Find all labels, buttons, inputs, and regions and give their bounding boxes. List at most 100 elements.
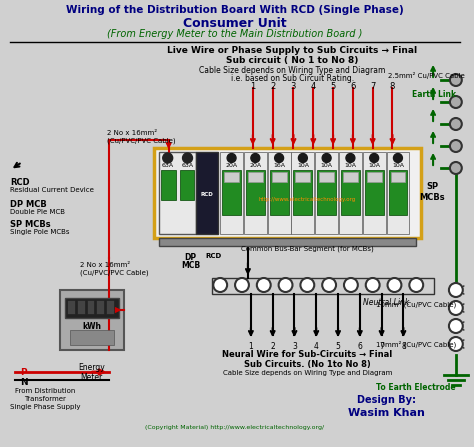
Circle shape bbox=[322, 278, 336, 292]
Circle shape bbox=[450, 96, 462, 108]
Circle shape bbox=[449, 319, 463, 333]
Bar bbox=[224, 172, 239, 182]
Text: 8: 8 bbox=[390, 82, 395, 91]
Text: Consumer Unit: Consumer Unit bbox=[183, 17, 287, 30]
Circle shape bbox=[257, 278, 271, 292]
Circle shape bbox=[450, 162, 462, 174]
Text: 7: 7 bbox=[379, 342, 384, 351]
Bar bbox=[389, 170, 407, 215]
Bar bbox=[315, 152, 338, 234]
Text: 6: 6 bbox=[350, 82, 356, 91]
Circle shape bbox=[346, 153, 355, 163]
Circle shape bbox=[163, 153, 173, 163]
Circle shape bbox=[322, 153, 331, 163]
Text: 10A: 10A bbox=[345, 163, 356, 168]
Text: kWh: kWh bbox=[82, 322, 101, 331]
Bar bbox=[60, 290, 124, 350]
Text: 63A: 63A bbox=[182, 163, 193, 168]
Text: 16A: 16A bbox=[273, 163, 285, 168]
Text: 10A: 10A bbox=[392, 163, 404, 168]
Bar bbox=[65, 298, 119, 318]
Bar bbox=[339, 152, 362, 234]
Circle shape bbox=[410, 278, 423, 292]
Text: 10mm² (Cu/PVC Cable): 10mm² (Cu/PVC Cable) bbox=[375, 340, 456, 347]
Text: (Cu/PVC/PVC Cable): (Cu/PVC/PVC Cable) bbox=[107, 138, 176, 144]
Circle shape bbox=[301, 278, 314, 292]
Bar bbox=[96, 300, 104, 314]
Circle shape bbox=[274, 153, 283, 163]
Bar bbox=[154, 148, 421, 238]
Text: (From Energy Meter to the Main Distribution Board ): (From Energy Meter to the Main Distribut… bbox=[108, 29, 363, 39]
Text: Cable Size depends on Wiring Type and Diagram: Cable Size depends on Wiring Type and Di… bbox=[223, 370, 392, 376]
Circle shape bbox=[344, 278, 358, 292]
Circle shape bbox=[251, 153, 260, 163]
Bar bbox=[341, 170, 360, 215]
Text: Neural Wire for Sub-Circuits → Final: Neural Wire for Sub-Circuits → Final bbox=[222, 350, 392, 359]
Text: 6: 6 bbox=[357, 342, 362, 351]
Text: Energy
Meter: Energy Meter bbox=[78, 363, 105, 382]
Text: 10A: 10A bbox=[320, 163, 333, 168]
Text: Cable Size depends on Wiring Type and Diagram: Cable Size depends on Wiring Type and Di… bbox=[199, 66, 386, 75]
Text: RCD: RCD bbox=[201, 193, 214, 198]
Bar bbox=[292, 152, 314, 234]
Text: 3: 3 bbox=[291, 82, 296, 91]
Text: DP: DP bbox=[184, 253, 197, 262]
Circle shape bbox=[370, 153, 379, 163]
Bar bbox=[70, 330, 114, 345]
Text: Transformer: Transformer bbox=[24, 396, 66, 402]
Circle shape bbox=[393, 153, 402, 163]
Text: Wasim Khan: Wasim Khan bbox=[348, 408, 425, 418]
Bar bbox=[159, 152, 196, 234]
Circle shape bbox=[227, 153, 236, 163]
Circle shape bbox=[450, 74, 462, 86]
Text: 5: 5 bbox=[336, 342, 340, 351]
Circle shape bbox=[449, 301, 463, 315]
Bar bbox=[317, 170, 336, 215]
Text: Wiring of the Distribution Board With RCD (Single Phase): Wiring of the Distribution Board With RC… bbox=[66, 5, 404, 15]
Bar bbox=[67, 300, 74, 314]
Bar bbox=[270, 170, 289, 215]
Text: 1: 1 bbox=[248, 342, 253, 351]
Text: 2: 2 bbox=[270, 342, 275, 351]
Text: 7: 7 bbox=[370, 82, 375, 91]
Bar bbox=[248, 172, 263, 182]
Text: Live Wire or Phase Supply to Sub Circuits → Final: Live Wire or Phase Supply to Sub Circuit… bbox=[167, 46, 418, 55]
Text: DP MCB: DP MCB bbox=[10, 200, 47, 209]
Text: 20A: 20A bbox=[249, 163, 262, 168]
Circle shape bbox=[450, 118, 462, 130]
Text: i.e. based on Sub Circuit Rating.: i.e. based on Sub Circuit Rating. bbox=[231, 74, 354, 83]
Bar bbox=[222, 170, 241, 215]
Circle shape bbox=[449, 337, 463, 351]
Bar bbox=[87, 300, 94, 314]
Text: Residual Current Device: Residual Current Device bbox=[10, 187, 94, 193]
Text: 10A: 10A bbox=[297, 163, 309, 168]
Bar bbox=[246, 170, 265, 215]
Bar bbox=[77, 300, 84, 314]
Text: Single Phase Supply: Single Phase Supply bbox=[9, 404, 80, 410]
Bar bbox=[212, 278, 434, 294]
Bar bbox=[295, 172, 310, 182]
Text: From Distribution: From Distribution bbox=[15, 388, 75, 394]
Circle shape bbox=[213, 278, 227, 292]
Text: N: N bbox=[20, 378, 28, 387]
Bar bbox=[220, 152, 243, 234]
Text: RCD: RCD bbox=[10, 178, 30, 187]
Text: 1: 1 bbox=[250, 82, 255, 91]
Text: RCD: RCD bbox=[205, 253, 221, 259]
Text: 8: 8 bbox=[401, 342, 406, 351]
Bar bbox=[180, 170, 194, 200]
Text: 2 No x 16mm²: 2 No x 16mm² bbox=[80, 262, 130, 268]
Text: To Earth Electrode: To Earth Electrode bbox=[376, 383, 456, 392]
Text: Sub circuit ( No 1 to No 8): Sub circuit ( No 1 to No 8) bbox=[226, 56, 359, 65]
Text: Sub Circuits. (No 1to No 8): Sub Circuits. (No 1to No 8) bbox=[244, 360, 371, 369]
Text: 20A: 20A bbox=[226, 163, 237, 168]
Text: (Cu/PVC/PVC Cable): (Cu/PVC/PVC Cable) bbox=[80, 270, 148, 277]
Text: Earth Link: Earth Link bbox=[412, 90, 456, 99]
Bar bbox=[293, 170, 312, 215]
Bar bbox=[106, 300, 114, 314]
Text: (Copyright Material) http://www.electricaltechnology.org/: (Copyright Material) http://www.electric… bbox=[146, 425, 325, 430]
Bar bbox=[319, 172, 334, 182]
Circle shape bbox=[299, 153, 307, 163]
Text: SP
MCBs: SP MCBs bbox=[419, 182, 445, 202]
Bar bbox=[387, 152, 410, 234]
